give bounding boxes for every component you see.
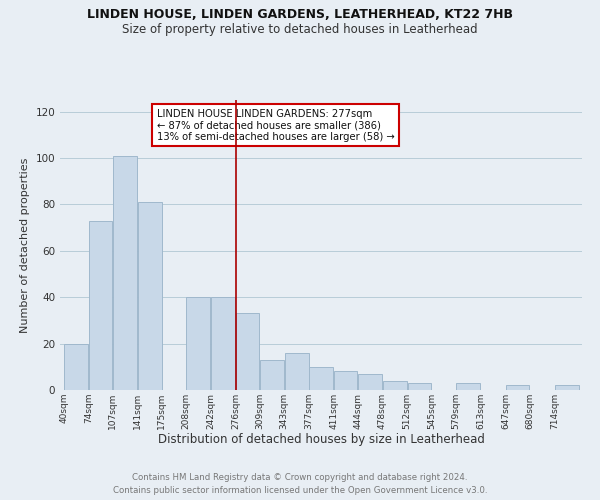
Bar [64, 344, 88, 390]
Bar [187, 297, 211, 390]
Bar [383, 380, 407, 390]
Bar [236, 314, 259, 390]
Text: Contains public sector information licensed under the Open Government Licence v3: Contains public sector information licen… [113, 486, 487, 495]
Bar [310, 367, 334, 390]
Text: LINDEN HOUSE, LINDEN GARDENS, LEATHERHEAD, KT22 7HB: LINDEN HOUSE, LINDEN GARDENS, LEATHERHEA… [87, 8, 513, 20]
Bar [284, 353, 308, 390]
Text: Size of property relative to detached houses in Leatherhead: Size of property relative to detached ho… [122, 22, 478, 36]
Bar [89, 220, 112, 390]
Bar [211, 297, 235, 390]
Text: Contains HM Land Registry data © Crown copyright and database right 2024.: Contains HM Land Registry data © Crown c… [132, 472, 468, 482]
Bar [554, 386, 579, 390]
Bar [358, 374, 382, 390]
Bar [334, 372, 358, 390]
Y-axis label: Number of detached properties: Number of detached properties [20, 158, 30, 332]
Bar [506, 386, 529, 390]
Bar [457, 383, 481, 390]
Bar [113, 156, 137, 390]
Text: LINDEN HOUSE LINDEN GARDENS: 277sqm
← 87% of detached houses are smaller (386)
1: LINDEN HOUSE LINDEN GARDENS: 277sqm ← 87… [157, 108, 394, 142]
Text: Distribution of detached houses by size in Leatherhead: Distribution of detached houses by size … [158, 432, 484, 446]
Bar [407, 383, 431, 390]
Bar [260, 360, 284, 390]
Bar [137, 202, 161, 390]
